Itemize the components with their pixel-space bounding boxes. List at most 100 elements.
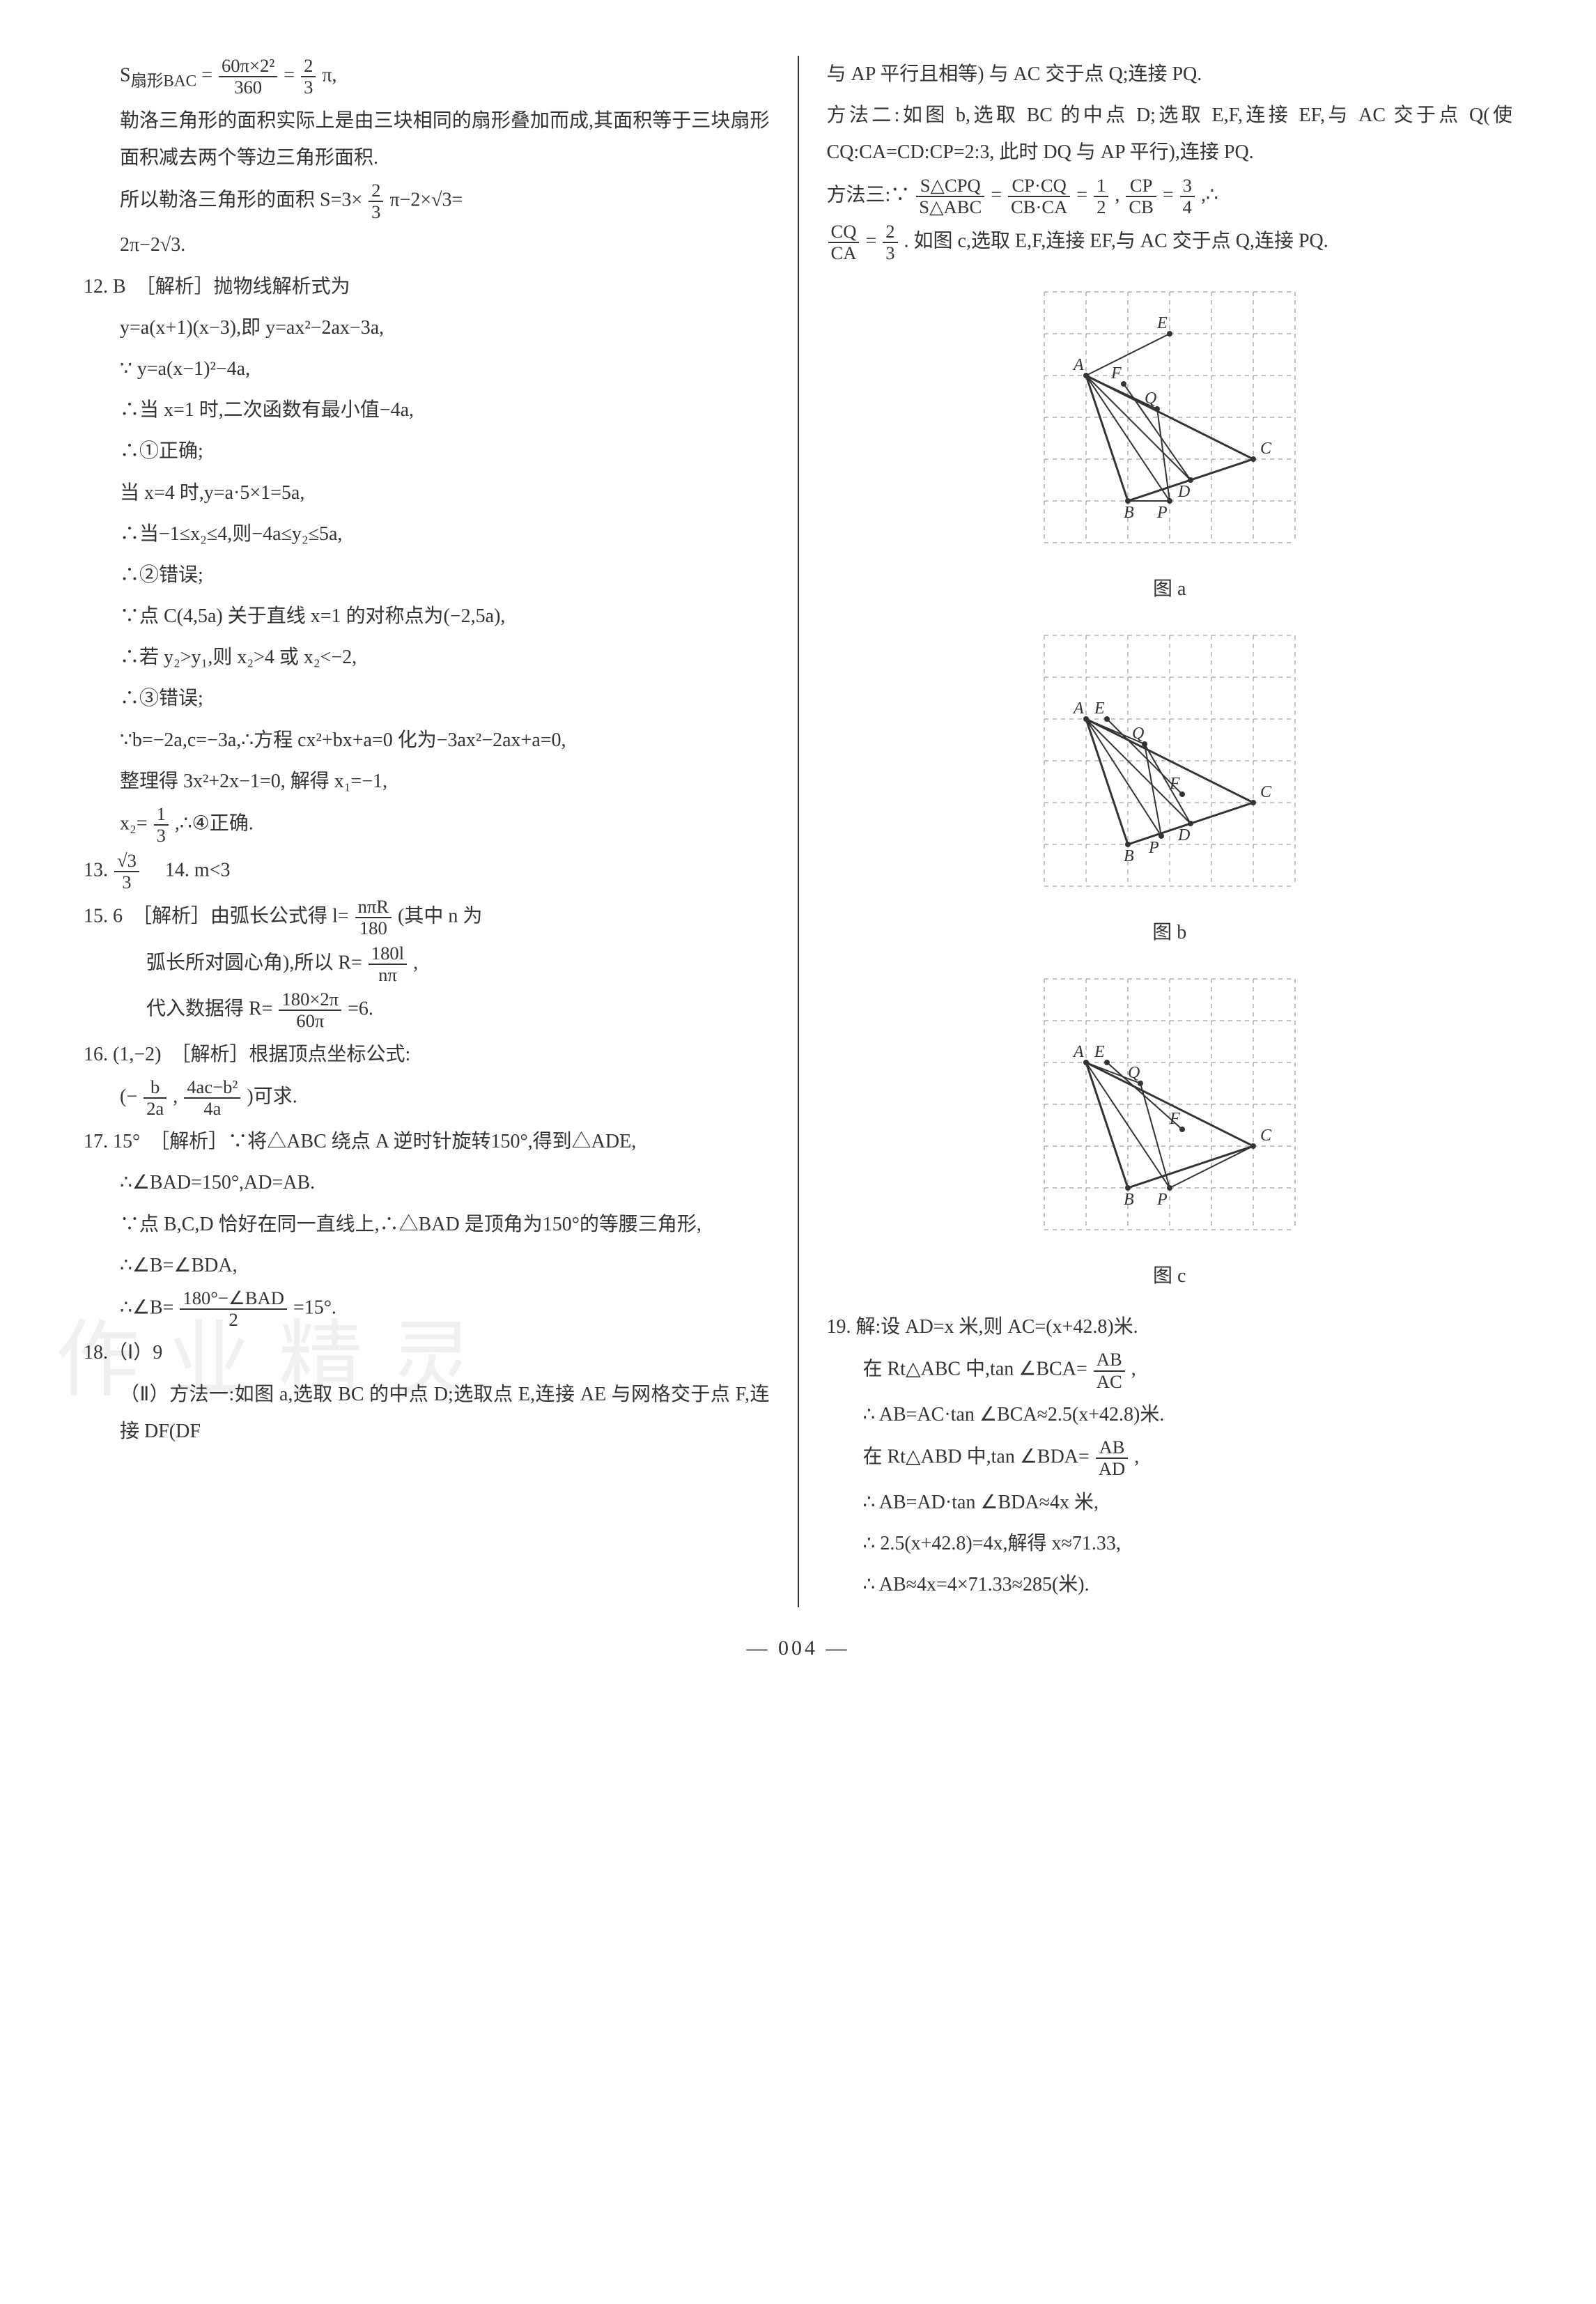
text-line: ∴当−1≤x₂≤4,则−4a≤y₂≤5a,	[84, 516, 770, 552]
text: 14. m<3	[146, 859, 231, 881]
fraction: 23	[883, 222, 897, 264]
text: 弧长所对圆心角),所以 R=	[146, 952, 362, 973]
text: =	[991, 184, 1002, 206]
svg-text:A: A	[1072, 699, 1084, 718]
subscript: 扇形BAC	[131, 72, 197, 90]
svg-text:P: P	[1156, 504, 1168, 522]
text: 所以勒洛三角形的面积 S=3×	[120, 190, 362, 211]
problem-13-14: 13. √33 14. m<3	[84, 851, 770, 893]
svg-text:E: E	[1094, 1043, 1105, 1061]
svg-text:P: P	[1148, 839, 1159, 857]
text: ,∴	[1201, 184, 1218, 206]
text: S	[120, 65, 131, 86]
text-line: 在 Rt△ABC 中,tan ∠BCA= ABAC ,	[827, 1350, 1513, 1392]
text: ,	[1115, 184, 1119, 206]
text: . 如图 c,选取 E,F,连接 EF,与 AC 交于点 Q,连接 PQ.	[904, 231, 1328, 252]
text: 代入数据得 R=	[146, 998, 272, 1020]
problem-12: 12. B ［解析］抛物线解析式为	[84, 268, 770, 305]
text: ,	[413, 952, 418, 973]
svg-text:Q: Q	[1132, 725, 1144, 743]
text: 在 Rt△ABD 中,tan ∠BDA=	[863, 1446, 1090, 1468]
svg-text:C: C	[1260, 783, 1272, 801]
fraction: 60π×2²360	[219, 56, 277, 98]
text-line: 当 x=4 时,y=a·5×1=5a,	[84, 474, 770, 511]
text-line: ∵b=−2a,c=−3a,∴方程 cx²+bx+a=0 化为−3ax²−2ax+…	[84, 722, 770, 759]
column-divider	[798, 56, 799, 1607]
text: ,∴④正确.	[175, 813, 254, 835]
fraction: 12	[1094, 176, 1108, 218]
svg-text:D: D	[1177, 826, 1190, 844]
problem-15: 15. 6 ［解析］由弧长公式得 l= nπR180 (其中 n 为	[84, 897, 770, 939]
fraction: 180°−∠BAD2	[180, 1288, 287, 1331]
fraction: √33	[114, 851, 139, 893]
svg-text:B: B	[1124, 1191, 1134, 1209]
text-line: ∵ y=a(x−1)²−4a,	[84, 350, 770, 387]
fraction: CPCB	[1126, 176, 1156, 218]
fraction: 4ac−b²4a	[184, 1077, 240, 1120]
svg-text:C: C	[1260, 1127, 1272, 1145]
svg-text:F: F	[1169, 775, 1180, 793]
text: x₂=	[120, 813, 148, 835]
text-line: ∴③错误;	[84, 680, 770, 717]
text: ,	[173, 1085, 178, 1107]
svg-text:C: C	[1260, 440, 1272, 458]
problem-19: 19. 解:设 AD=x 米,则 AC=(x+42.8)米.	[827, 1308, 1513, 1345]
text: ,	[1134, 1446, 1139, 1468]
svg-text:E: E	[1156, 314, 1168, 332]
text-line: ∴②错误;	[84, 557, 770, 594]
text-line: ∴ AB=AC·tan ∠BCA≈2.5(x+42.8)米.	[827, 1396, 1513, 1433]
figure-a: ABCPDEFQ	[827, 278, 1513, 557]
page-number: — 004 —	[84, 1628, 1512, 1668]
text-line: 所以勒洛三角形的面积 S=3× 23 π−2×√3=	[84, 180, 770, 223]
fraction: CP·CQCB·CA	[1008, 176, 1070, 218]
problem-16: 16. (1,−2) ［解析］根据顶点坐标公式:	[84, 1036, 770, 1073]
text-line: 整理得 3x²+2x−1=0, 解得 x₁=−1,	[84, 763, 770, 800]
problem-18: 18.（Ⅰ）9	[84, 1334, 770, 1371]
left-column: S扇形BAC = 60π×2²360 = 23 π, 勒洛三角形的面积实际上是由…	[84, 56, 791, 1607]
page: 作业精灵 S扇形BAC = 60π×2²360 = 23 π, 勒洛三角形的面积…	[84, 56, 1512, 1607]
text: =6.	[348, 998, 373, 1020]
fraction: 13	[154, 804, 169, 846]
fraction: ABAD	[1096, 1437, 1128, 1480]
fraction: nπR180	[355, 897, 392, 939]
text-line: ∴①正确;	[84, 433, 770, 470]
text-line: y=a(x+1)(x−3),即 y=ax²−2ax−3a,	[84, 309, 770, 346]
text-line: ∴∠BAD=150°,AD=AB.	[84, 1164, 770, 1201]
text: =	[284, 65, 295, 86]
figure-c: ABCPEFQ	[827, 965, 1513, 1244]
problem-17: 17. 15° ［解析］∵将△ABC 绕点 A 逆时针旋转150°,得到△ADE…	[84, 1123, 770, 1160]
text: =	[865, 231, 876, 252]
fraction: 180lnπ	[369, 943, 407, 986]
fraction: 23	[301, 56, 316, 98]
text: 15. 6 ［解析］由弧长公式得 l=	[84, 906, 349, 927]
text-line: 代入数据得 R= 180×2π60π =6.	[84, 989, 770, 1032]
text-line: S扇形BAC = 60π×2²360 = 23 π,	[84, 56, 770, 98]
svg-text:Q: Q	[1128, 1064, 1140, 1082]
text: =	[1163, 184, 1174, 206]
text: )可求.	[247, 1085, 297, 1107]
text-line: x₂= 13 ,∴④正确.	[84, 804, 770, 846]
svg-text:E: E	[1094, 699, 1105, 718]
figure-b: ABCPDEFQ	[827, 621, 1513, 900]
svg-text:F: F	[1169, 1110, 1180, 1128]
text-line: ∴若 y₂>y₁,则 x₂>4 或 x₂<−2,	[84, 639, 770, 676]
text-line: 方法二:如图 b,选取 BC 的中点 D;选取 E,F,连接 EF,与 AC 交…	[827, 97, 1513, 171]
grid-diagram-c: ABCPEFQ	[1023, 965, 1316, 1244]
text-line: ∴当 x=1 时,二次函数有最小值−4a,	[84, 392, 770, 428]
svg-text:Q: Q	[1145, 389, 1156, 408]
text-line: ∴∠B=∠BDA,	[84, 1247, 770, 1284]
svg-text:P: P	[1156, 1191, 1168, 1209]
fraction: 180×2π60π	[279, 989, 341, 1032]
text: (−	[120, 1085, 137, 1107]
fraction: ABAC	[1094, 1350, 1125, 1392]
text-line: ∴∠B= 180°−∠BAD2 =15°.	[84, 1288, 770, 1331]
text: =15°.	[293, 1297, 336, 1319]
text-line: 弧长所对圆心角),所以 R= 180lnπ ,	[84, 943, 770, 986]
text-line: 在 Rt△ABD 中,tan ∠BDA= ABAD ,	[827, 1437, 1513, 1480]
text-line: ∴ AB=AD·tan ∠BDA≈4x 米,	[827, 1484, 1513, 1521]
grid-diagram-a: ABCPDEFQ	[1023, 278, 1316, 557]
text-line: ∵点 C(4,5a) 关于直线 x=1 的对称点为(−2,5a),	[84, 598, 770, 635]
text-line: ∵点 B,C,D 恰好在同一直线上,∴△BAD 是顶角为150°的等腰三角形,	[84, 1206, 770, 1243]
text-line: 方法三:∵ S△CPQS△ABC = CP·CQCB·CA = 12 , CPC…	[827, 176, 1513, 218]
text: 13.	[84, 859, 108, 881]
